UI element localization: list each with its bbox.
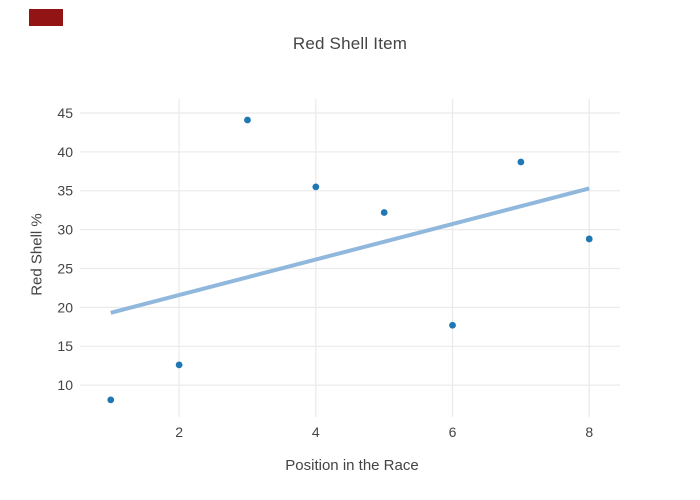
data-point[interactable]	[312, 183, 320, 191]
data-point[interactable]	[380, 209, 388, 216]
y-tick-label: 25	[57, 260, 73, 276]
red-patch	[29, 9, 63, 26]
y-tick-label: 30	[57, 222, 73, 238]
x-axis-title: Position in the Race	[285, 457, 419, 474]
y-tick-label: 45	[57, 105, 73, 121]
data-point[interactable]	[585, 235, 593, 243]
data-point[interactable]	[517, 158, 525, 166]
data-point[interactable]	[175, 361, 183, 369]
chart-title: Red Shell Item	[292, 34, 408, 53]
y-tick-label: 15	[57, 338, 73, 354]
x-tick-label: 2	[175, 424, 183, 440]
x-tick-label: 6	[449, 424, 457, 440]
trend-line	[110, 186, 590, 315]
data-point[interactable]	[449, 321, 456, 329]
x-tick-label: 8	[585, 424, 593, 440]
y-tick-label: 35	[57, 183, 73, 199]
y-tick-label: 40	[57, 144, 73, 160]
y-tick-label: 20	[57, 299, 73, 315]
x-tick-label: 4	[312, 424, 320, 440]
data-point[interactable]	[244, 116, 251, 124]
y-tick-label: 10	[57, 377, 73, 393]
data-point[interactable]	[107, 396, 115, 404]
y-axis-title: Red Shell %	[28, 213, 46, 296]
